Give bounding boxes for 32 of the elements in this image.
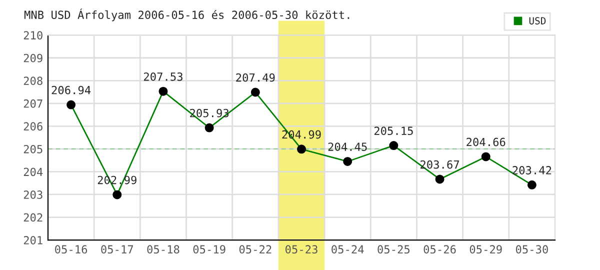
legend-label: USD xyxy=(529,17,546,24)
data-label: 203.67 xyxy=(420,160,460,169)
x-tick-label: 05-22 xyxy=(239,245,272,254)
y-tick-label: 202 xyxy=(24,213,42,222)
data-label: 205.15 xyxy=(374,126,413,136)
x-tick-label: 05-17 xyxy=(101,245,134,254)
y-tick-label: 207 xyxy=(24,99,42,108)
data-label: 203.42 xyxy=(512,166,552,174)
y-tick-label: 203 xyxy=(24,190,42,199)
y-tick-label: 204 xyxy=(24,168,43,176)
data-label: 204.45 xyxy=(328,142,367,151)
x-tick-label: 05-29 xyxy=(470,245,502,254)
data-label: 205.93 xyxy=(190,108,229,118)
y-tick-label: 210 xyxy=(24,31,42,40)
data-label: 206.94 xyxy=(52,86,91,94)
y-tick-label: 208 xyxy=(24,76,42,86)
data-label: 204.66 xyxy=(466,138,506,146)
y-tick-label: 205 xyxy=(24,144,42,154)
x-tick-label: 05-23 xyxy=(286,245,318,254)
x-tick-label: 05-24 xyxy=(332,245,364,254)
y-tick-label: 206 xyxy=(24,122,42,131)
data-label: 207.49 xyxy=(236,73,275,82)
x-tick-label: 05-16 xyxy=(55,245,88,254)
x-tick-label: 05-19 xyxy=(193,245,226,254)
x-tick-label: 05-25 xyxy=(378,245,410,254)
data-label: 207.53 xyxy=(144,72,182,81)
y-tick-label: 201 xyxy=(24,236,42,244)
x-tick-label: 05-18 xyxy=(147,245,180,254)
x-tick-label: 05-26 xyxy=(424,245,456,254)
x-tick-label: 05-30 xyxy=(516,245,548,254)
chart-title: MNB USD Árfolyam 2006-05-16 és 2006-05-30 között. xyxy=(24,8,350,22)
y-tick-label: 209 xyxy=(24,54,42,62)
